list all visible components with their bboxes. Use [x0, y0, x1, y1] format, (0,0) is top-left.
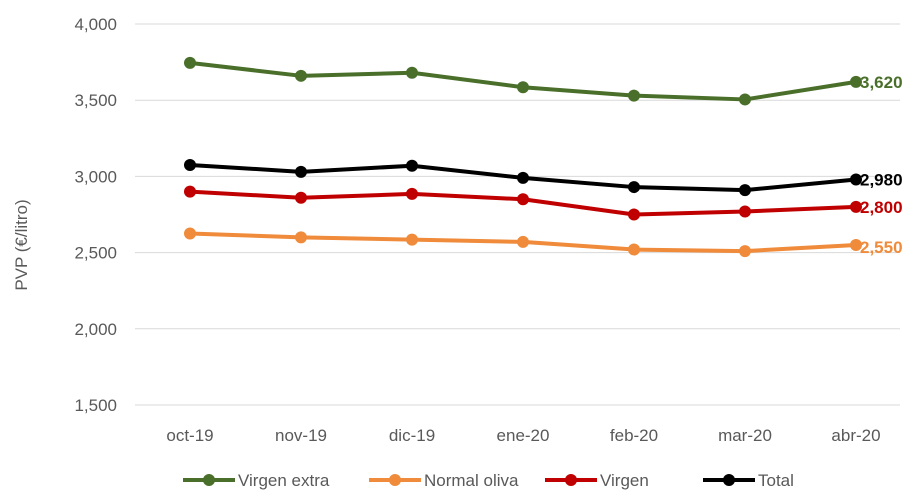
x-tick-label: oct-19 [166, 426, 213, 445]
end-labels: 3,620 2,550 2,800 2,980 [860, 73, 903, 257]
data-point [295, 69, 307, 82]
data-point [517, 171, 529, 184]
data-point [628, 89, 640, 102]
series-virgen-extra [184, 56, 862, 106]
y-tick-label: 3,000 [74, 167, 117, 186]
y-axis-ticks: 1,500 2,000 2,500 3,000 3,500 4,000 [74, 15, 117, 415]
data-point [739, 205, 751, 218]
legend-label: Virgen [600, 471, 649, 490]
series-lines [184, 56, 862, 258]
gridlines [135, 23, 900, 406]
y-tick-label: 3,500 [74, 91, 117, 110]
legend-item: Virgen [545, 471, 649, 490]
data-point [295, 191, 307, 204]
y-tick-label: 4,000 [74, 15, 117, 34]
data-point [517, 81, 529, 94]
y-tick-label: 2,500 [74, 244, 117, 263]
data-point [295, 165, 307, 178]
data-point [184, 158, 196, 171]
data-point [406, 66, 418, 79]
data-point [406, 159, 418, 172]
series-total [184, 158, 862, 197]
data-point [406, 187, 418, 200]
data-point [850, 238, 862, 251]
data-point [295, 231, 307, 244]
legend-label: Virgen extra [238, 471, 330, 490]
data-point [628, 208, 640, 221]
data-point [517, 193, 529, 206]
y-tick-label: 1,500 [74, 396, 117, 415]
x-tick-label: dic-19 [389, 426, 435, 445]
x-tick-label: ene-20 [497, 426, 550, 445]
legend: Virgen extra Normal oliva Virgen Total [183, 471, 794, 490]
data-point [184, 56, 196, 69]
end-value-label: 2,980 [860, 170, 903, 189]
data-point [739, 184, 751, 197]
end-value-label: 2,550 [860, 238, 903, 257]
x-tick-label: feb-20 [610, 426, 658, 445]
legend-item: Virgen extra [183, 471, 330, 490]
y-tick-label: 2,000 [74, 320, 117, 339]
legend-swatch-marker [723, 474, 735, 486]
data-point [628, 243, 640, 256]
legend-swatch-marker [203, 474, 215, 486]
data-point [739, 93, 751, 106]
legend-label: Normal oliva [424, 471, 519, 490]
data-point [517, 235, 529, 248]
series-line [189, 60, 857, 102]
x-tick-label: nov-19 [275, 426, 327, 445]
x-tick-label: mar-20 [718, 426, 772, 445]
data-point [406, 233, 418, 246]
legend-swatch-marker [565, 474, 577, 486]
legend-item: Normal oliva [369, 471, 519, 490]
legend-item: Total [703, 471, 794, 490]
data-point [850, 75, 862, 88]
series-virgen [184, 185, 862, 221]
x-axis-ticks: oct-19 nov-19 dic-19 ene-20 feb-20 mar-20 abr-… [166, 426, 880, 445]
data-point [184, 185, 196, 198]
x-tick-label: abr-20 [831, 426, 880, 445]
legend-label: Total [758, 471, 794, 490]
end-value-label: 3,620 [860, 73, 903, 92]
data-point [628, 181, 640, 194]
y-axis-label: PVP (€/litro) [12, 199, 31, 290]
data-point [739, 245, 751, 258]
data-point [184, 227, 196, 240]
data-point [850, 200, 862, 213]
end-value-label: 2,800 [860, 198, 903, 217]
series-normal-oliva [184, 227, 862, 258]
legend-swatch-marker [389, 474, 401, 486]
data-point [850, 173, 862, 186]
